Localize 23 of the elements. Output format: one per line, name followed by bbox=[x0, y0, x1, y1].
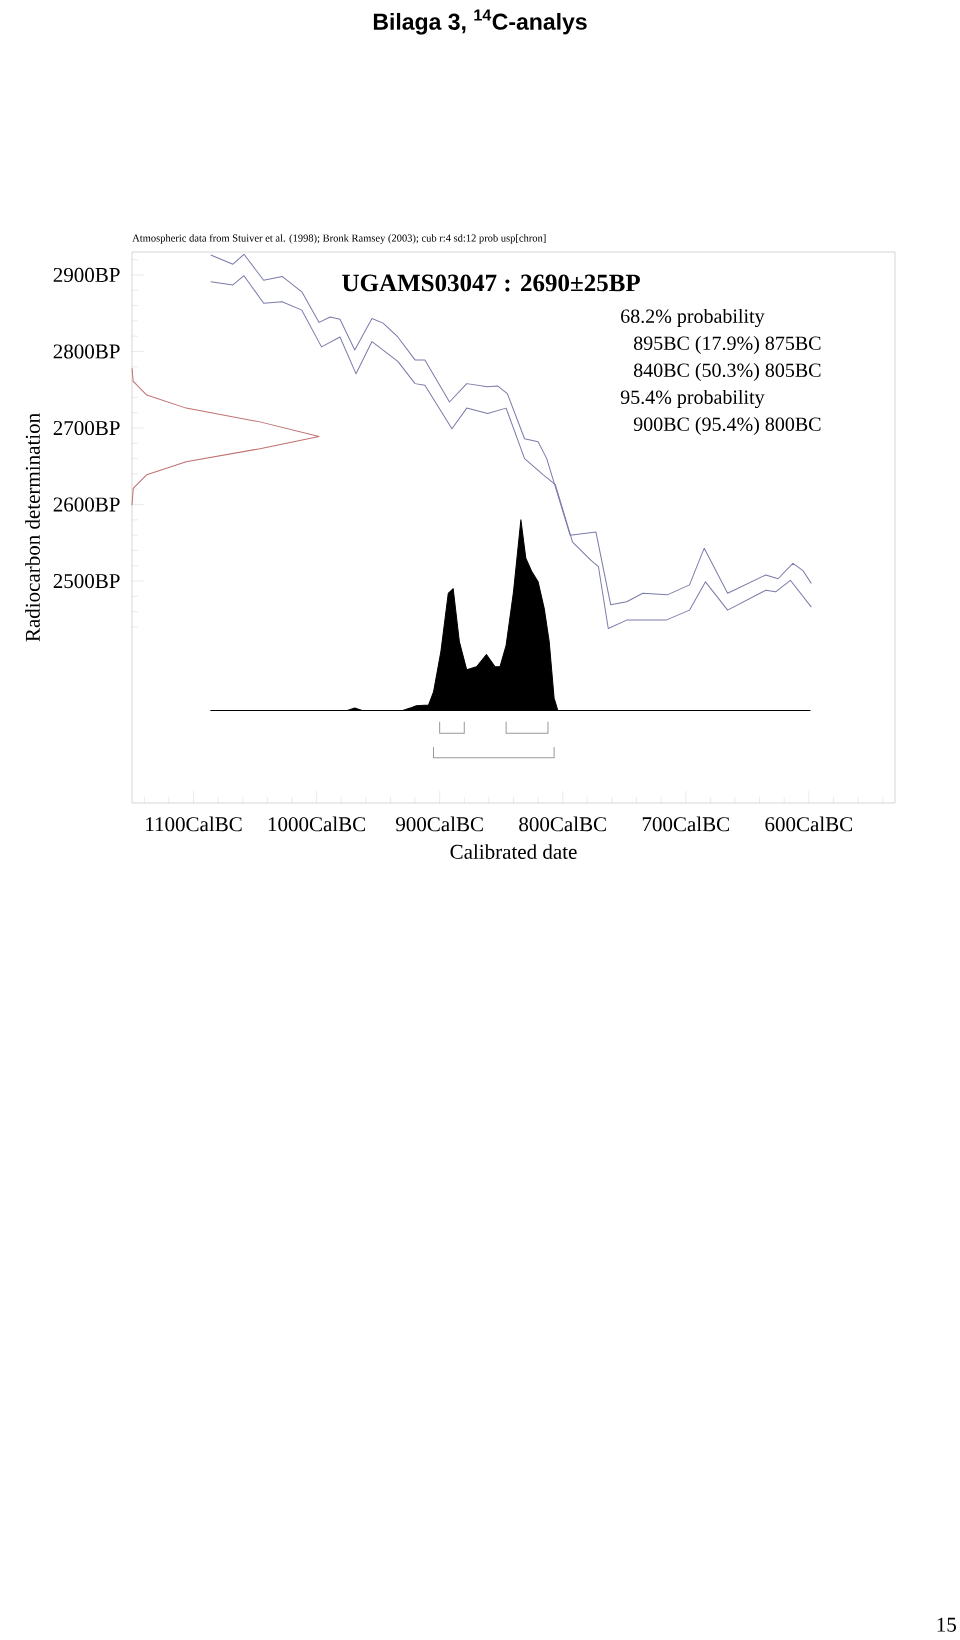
annotation: 895BC (17.9%) 875BC bbox=[633, 335, 821, 355]
y-tick-label: 2900BP bbox=[53, 267, 120, 283]
x-axis-title: Calibrated date bbox=[450, 844, 577, 859]
annotation: 95.4% probability bbox=[620, 389, 765, 409]
line-series bbox=[131, 367, 320, 506]
x-tick-label: 900CalBC bbox=[395, 816, 483, 832]
y-tick-label: 2700BP bbox=[53, 420, 120, 436]
y-tick-label: 2600BP bbox=[53, 497, 120, 512]
text: UGAMS03047 : 2690±25BP bbox=[342, 274, 640, 292]
x-tick-label: 1000CalBC bbox=[268, 816, 366, 832]
x-tick-label: 700CalBC bbox=[642, 816, 729, 832]
chart-title: Bilaga 3, $^{14}$C-analys bbox=[373, 9, 587, 35]
text: Atmospheric data from Stuiver et al. (1998); Bronk Ramsey (2003); cub r:4 sd:12 prob usp[chron] bbox=[132, 234, 546, 244]
x-tick-label: 1100CalBC bbox=[146, 816, 242, 832]
text: 15 bbox=[937, 1617, 956, 1632]
y-tick-label: 2800BP bbox=[53, 344, 120, 359]
annotation: 900BC (95.4%) 800BC bbox=[633, 416, 821, 436]
x-tick-label: 800CalBC bbox=[519, 816, 606, 832]
annotation: 68.2% probability bbox=[621, 308, 765, 328]
y-tick-label: 2500BP bbox=[53, 573, 120, 589]
x-tick-label: 600CalBC bbox=[765, 816, 853, 832]
annotation: 840BC (50.3%) 805BC bbox=[633, 362, 821, 382]
y-axis-title: Radiocarbon determination bbox=[25, 413, 40, 642]
